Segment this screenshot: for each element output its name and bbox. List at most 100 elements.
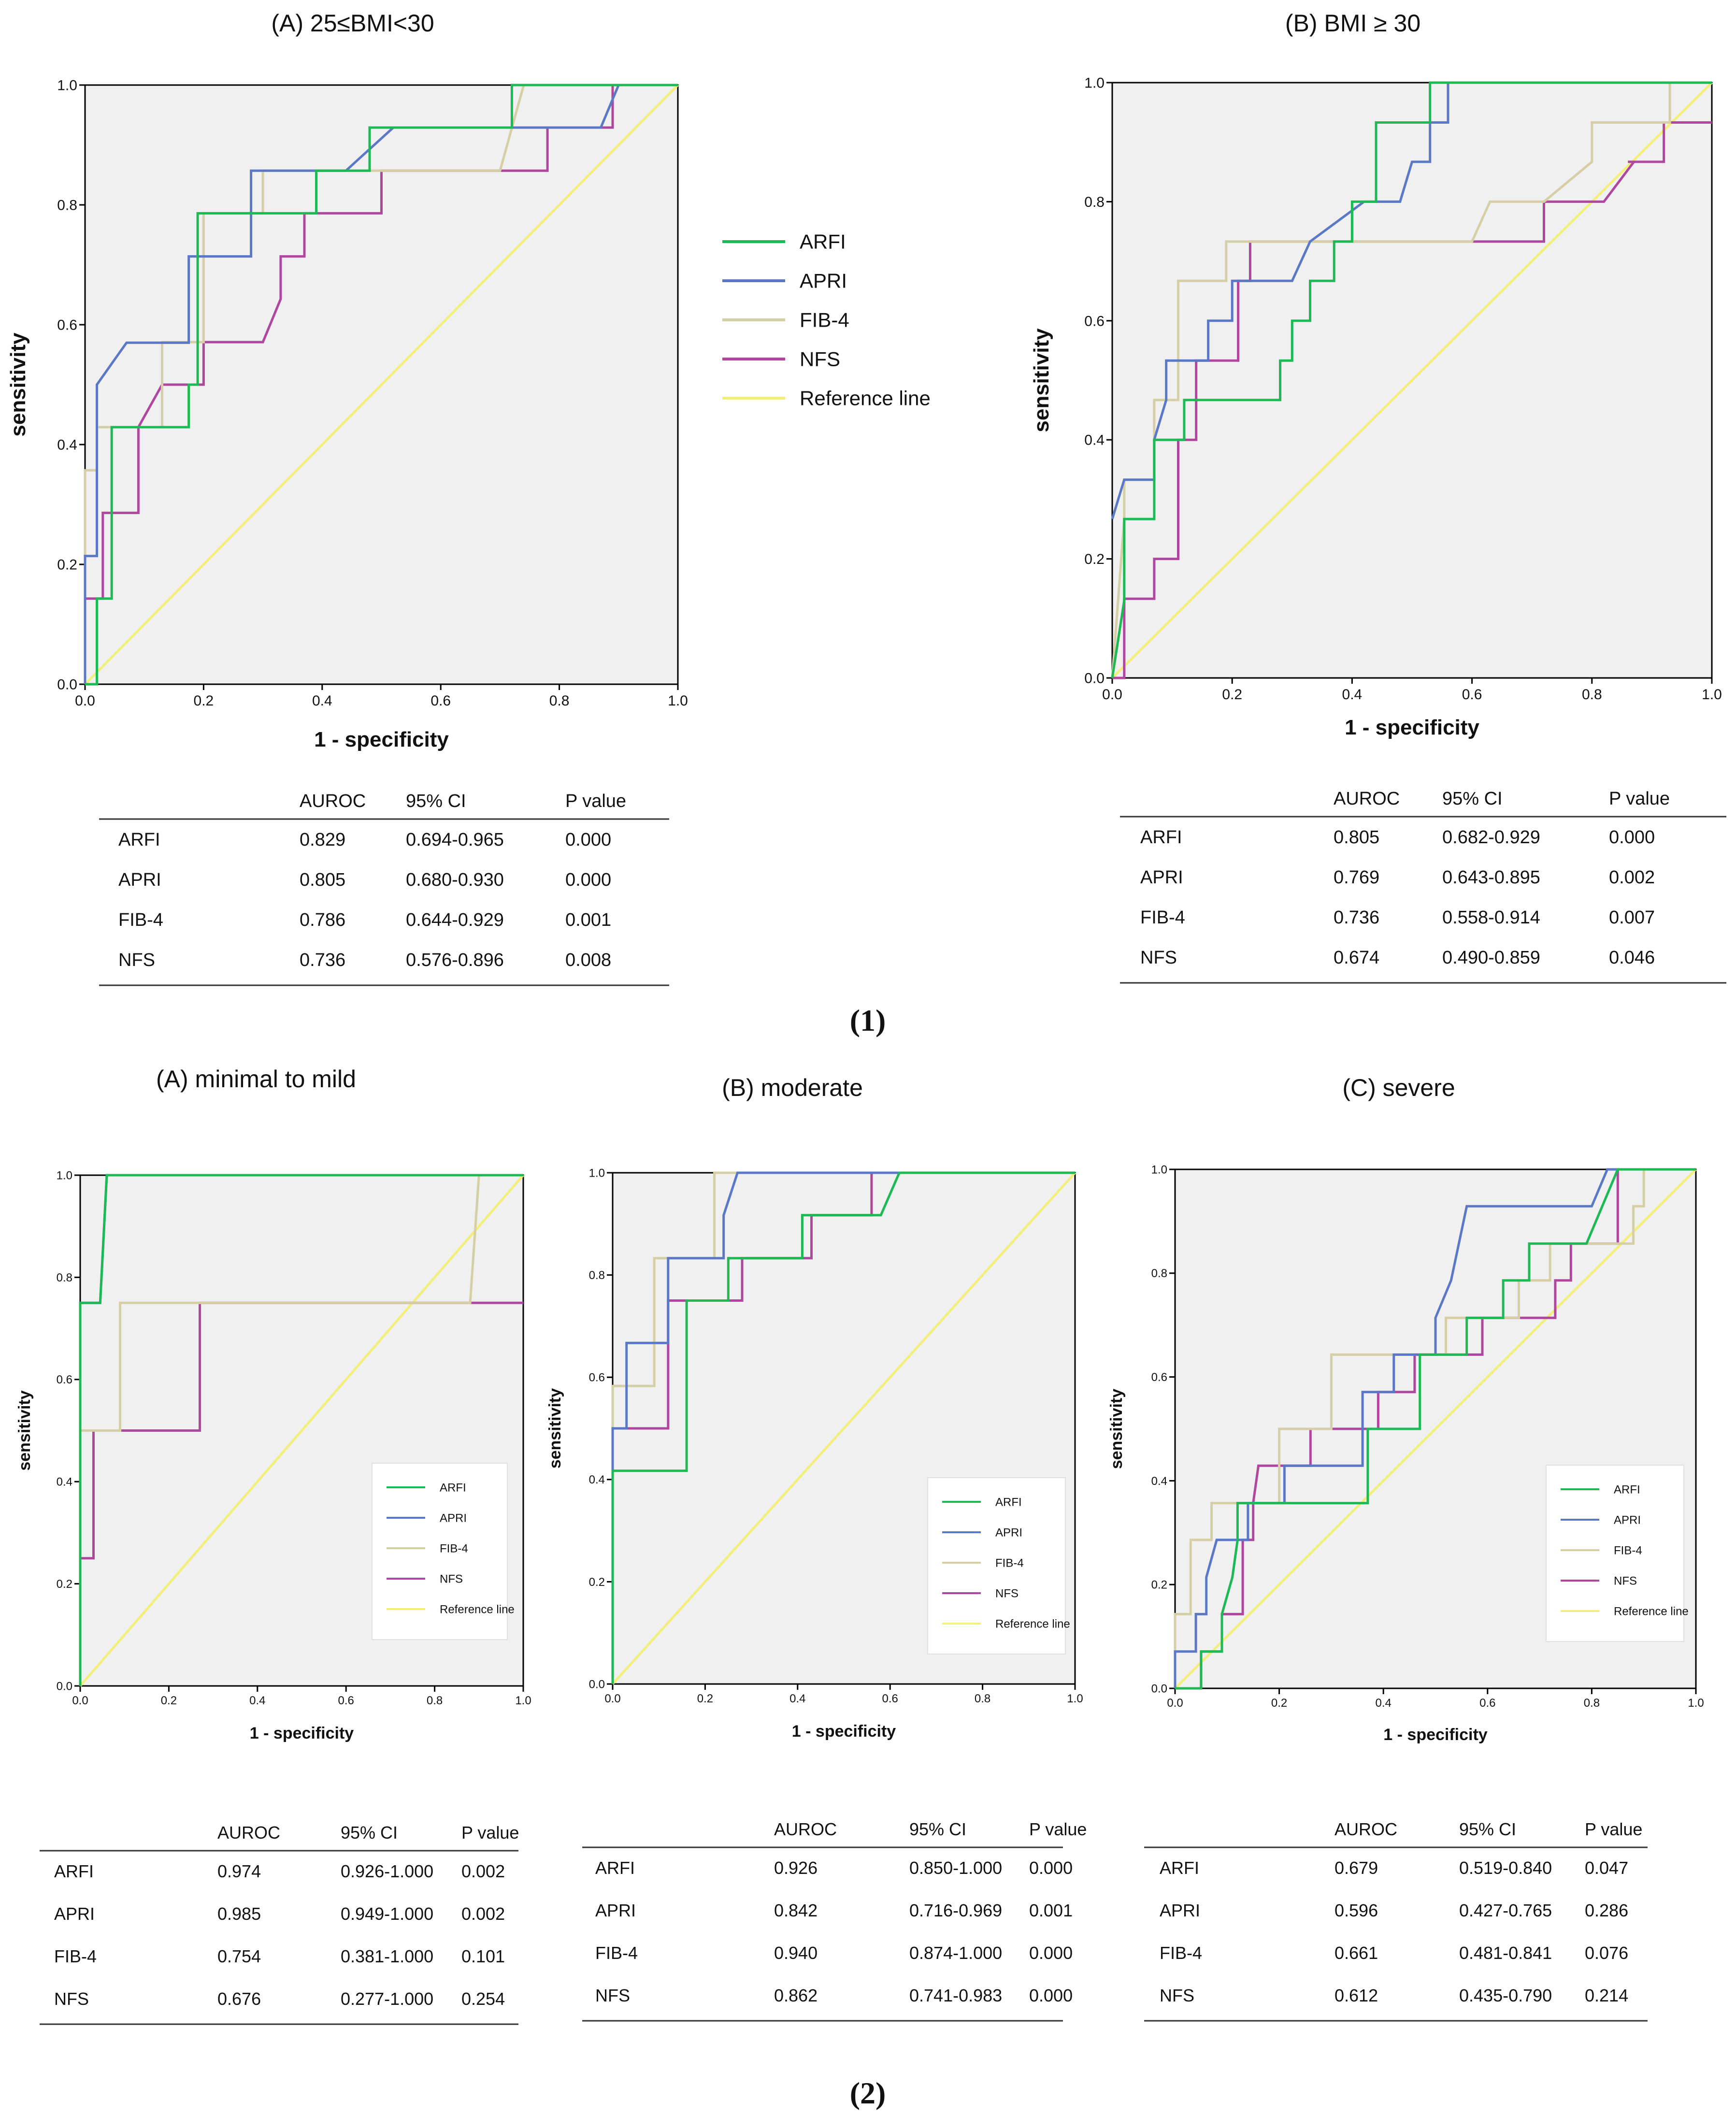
table-cell-ci: 0.850-1.000 [909,1858,1002,1878]
legend-entry: FIB-4 [1614,1544,1642,1557]
legend-entry: Reference line [1614,1605,1689,1618]
y-axis-label: sensitivity [15,1390,34,1470]
y-tick-label: 0.2 [1151,1579,1167,1592]
table-cell-p: 0.000 [565,870,611,890]
y-axis-label: sensitivity [1107,1389,1126,1469]
table-cell-p: 0.000 [1029,1986,1073,2005]
y-tick-label: 0.4 [1151,1475,1167,1488]
x-tick-label: 0.0 [604,1692,620,1705]
table-cell-auroc: 0.612 [1334,1986,1378,2005]
table-cell-name: FIB-4 [1140,907,1185,928]
y-tick-label: 0.0 [57,677,77,693]
y-tick-label: 1.0 [57,1169,72,1182]
table-header-cell: 95% CI [1459,1819,1516,1839]
chart-title: (B) moderate [722,1074,863,1101]
series-line-reference-line [1111,82,1713,679]
table-cell-name: APRI [54,1904,95,1924]
y-tick-label: 1.0 [1151,1163,1167,1176]
table-cell-name: APRI [1140,867,1183,888]
table-cell-name: NFS [1160,1986,1194,2005]
y-tick-label: 0.6 [1151,1371,1167,1384]
table-cell-ci: 0.490-0.859 [1442,948,1540,968]
table-cell-ci: 0.741-0.983 [909,1986,1002,2005]
y-tick-label: 0.0 [1151,1682,1167,1695]
table-cell-ci: 0.381-1.000 [341,1946,433,1966]
x-tick-label: 0.4 [312,693,332,709]
y-tick-label: 0.4 [589,1473,605,1486]
series-line-apri [1111,81,1712,519]
roc-chart-5: (C) severe 0.00.0 0.2 0.2 0.4 0.4 0.6 0.6 0.8 0.8… [1107,1074,1704,2022]
x-tick-label: 1.0 [1067,1692,1083,1705]
table-cell-p: 0.007 [1609,907,1655,928]
table-header-cell: 95% CI [1442,789,1503,809]
table-cell-p: 0.046 [1609,948,1655,968]
table-cell-auroc: 0.674 [1334,948,1379,968]
y-tick-label: 0.6 [589,1371,605,1384]
x-axis-label: 1 - specificity [314,728,449,751]
table-cell-auroc: 0.679 [1334,1858,1378,1878]
x-tick-label: 1.0 [668,693,688,709]
y-tick-label: 0.0 [57,1680,72,1693]
x-tick-label: 0.2 [697,1692,713,1705]
legend-entry: NFS [1614,1574,1637,1587]
legend-entry: FIB-4 [800,309,849,331]
y-tick-label: 0.8 [1151,1267,1167,1280]
roc-chart-4: (B) moderate 0.00.0 0.2 0.2 0.4 0.4 0.6 0.6 0.8 0… [546,1074,1087,2022]
table-cell-p: 0.254 [461,1989,505,2009]
series-line-arfi [85,84,678,686]
x-tick-label: 0.6 [1462,687,1482,703]
series-line-apri [1174,1168,1696,1688]
table-header-cell: P value [565,791,626,811]
x-tick-label: 0.0 [72,1694,88,1707]
roc-chart-2: (B) BMI ≥ 300.00.00.20.20.40.40.60.60.80… [1030,10,1726,984]
table-cell-p: 0.286 [1585,1900,1628,1920]
y-axis-label: sensitivity [1030,328,1053,432]
legend-box [372,1463,508,1640]
x-tick-label: 0.6 [338,1694,354,1707]
y-tick-label: 0.6 [57,1373,72,1386]
legend-entry: NFS [800,348,840,371]
table-cell-ci: 0.643-0.895 [1442,867,1540,888]
roc-chart-3: (A) minimal to mild 0.00.0 0.2 0.2 0.4 0.4 0.6… [15,1065,531,2025]
legend-entry: ARFI [440,1481,466,1494]
x-tick-label: 0.0 [1167,1697,1183,1710]
x-tick-label: 0.4 [1376,1697,1392,1710]
table-cell-p: 0.000 [1609,827,1655,848]
x-tick-label: 0.8 [427,1694,443,1707]
panel-1-label: (1) [849,1003,886,1037]
table-cell-p: 0.002 [461,1861,505,1881]
y-tick-label: 0.2 [589,1576,605,1589]
table-cell-p: 0.076 [1585,1943,1628,1963]
table-cell-name: NFS [1140,948,1177,968]
table-cell-auroc: 0.676 [217,1989,261,2009]
table-cell-auroc: 0.754 [217,1946,261,1966]
auroc-table: AUROC 95% CI P value ARFI 0.829 0.694-0.965 0.… [99,791,669,986]
table-cell-auroc: 0.974 [217,1861,261,1881]
table-cell-auroc: 0.862 [774,1986,818,2005]
x-tick-label: 0.6 [430,693,451,709]
series-line-arfi [611,1171,1075,1684]
table-cell-ci: 0.558-0.914 [1442,907,1540,928]
table-cell-auroc: 0.985 [217,1904,261,1924]
y-tick-label: 1.0 [57,78,77,94]
table-header-cell: 95% CI [909,1819,966,1839]
legend-entry: ARFI [995,1496,1022,1509]
y-tick-label: 0.0 [589,1678,605,1691]
y-tick-label: 0.2 [57,1578,72,1591]
y-tick-label: 0.6 [57,317,77,333]
chart-title: (A) minimal to mild [156,1065,356,1093]
table-cell-name: ARFI [1140,827,1182,848]
legend-entry: NFS [440,1572,463,1585]
table-cell-auroc: 0.661 [1334,1943,1378,1963]
y-tick-label: 0.2 [1084,551,1105,567]
table-cell-auroc: 0.805 [1334,827,1379,848]
auroc-table: AUROC 95% CI P value ARFI 0.926 0.850-1.000 0.… [582,1819,1087,2022]
y-tick-label: 0.8 [57,198,77,214]
table-header-cell: AUROC [217,1823,280,1843]
table-cell-ci: 0.680-0.930 [406,870,504,890]
roc-chart-1: (A) 25≤BMI<30 0.00.0 0.2 0.2 0.4 0.4 0.6 0.6 0.8… [6,10,931,986]
table-cell-p: 0.214 [1585,1986,1628,2005]
legend-entry: Reference line [440,1603,515,1616]
table-cell-auroc: 0.736 [300,950,345,970]
legend-box [927,1477,1066,1655]
